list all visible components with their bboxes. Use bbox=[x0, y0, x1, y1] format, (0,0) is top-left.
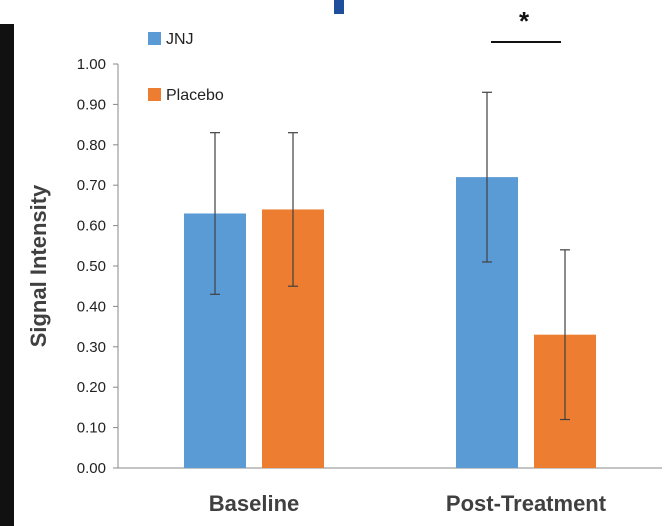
y-tick-label: 0.10 bbox=[77, 420, 106, 437]
y-tick-label: 0.90 bbox=[77, 96, 106, 113]
left-edge-bar bbox=[0, 24, 14, 526]
x-category-labels: Baseline Post-Treatment bbox=[209, 491, 607, 516]
legend-label-jnj: JNJ bbox=[166, 31, 194, 48]
significance-annotation: * bbox=[491, 6, 561, 43]
legend-swatch-placebo bbox=[148, 88, 161, 101]
y-tick-label: 0.40 bbox=[77, 298, 106, 315]
y-tick-labels: 0.00 0.10 0.20 0.30 0.40 0.50 0.60 0.70 0.80 0.90… bbox=[77, 56, 106, 477]
significance-star: * bbox=[519, 6, 530, 36]
x-category-label: Baseline bbox=[209, 491, 300, 516]
legend-swatch-jnj bbox=[148, 32, 161, 45]
error-bars bbox=[210, 91, 570, 421]
y-tick-label: 0.20 bbox=[77, 379, 106, 396]
y-tick-label: 0.70 bbox=[77, 177, 106, 194]
x-category-label: Post-Treatment bbox=[446, 491, 607, 516]
legend: JNJ Placebo bbox=[148, 31, 224, 104]
title-fragment bbox=[334, 0, 344, 14]
y-tick-label: 0.30 bbox=[77, 339, 106, 356]
y-tick-label: 1.00 bbox=[77, 56, 106, 73]
y-axis-label: Signal Intensity bbox=[26, 184, 51, 347]
y-tick-label: 0.00 bbox=[77, 460, 106, 477]
legend-label-placebo: Placebo bbox=[166, 87, 224, 104]
bars bbox=[184, 177, 596, 468]
y-tick-label: 0.80 bbox=[77, 137, 106, 154]
y-tick-label: 0.60 bbox=[77, 218, 106, 235]
y-tick-label: 0.50 bbox=[77, 258, 106, 275]
